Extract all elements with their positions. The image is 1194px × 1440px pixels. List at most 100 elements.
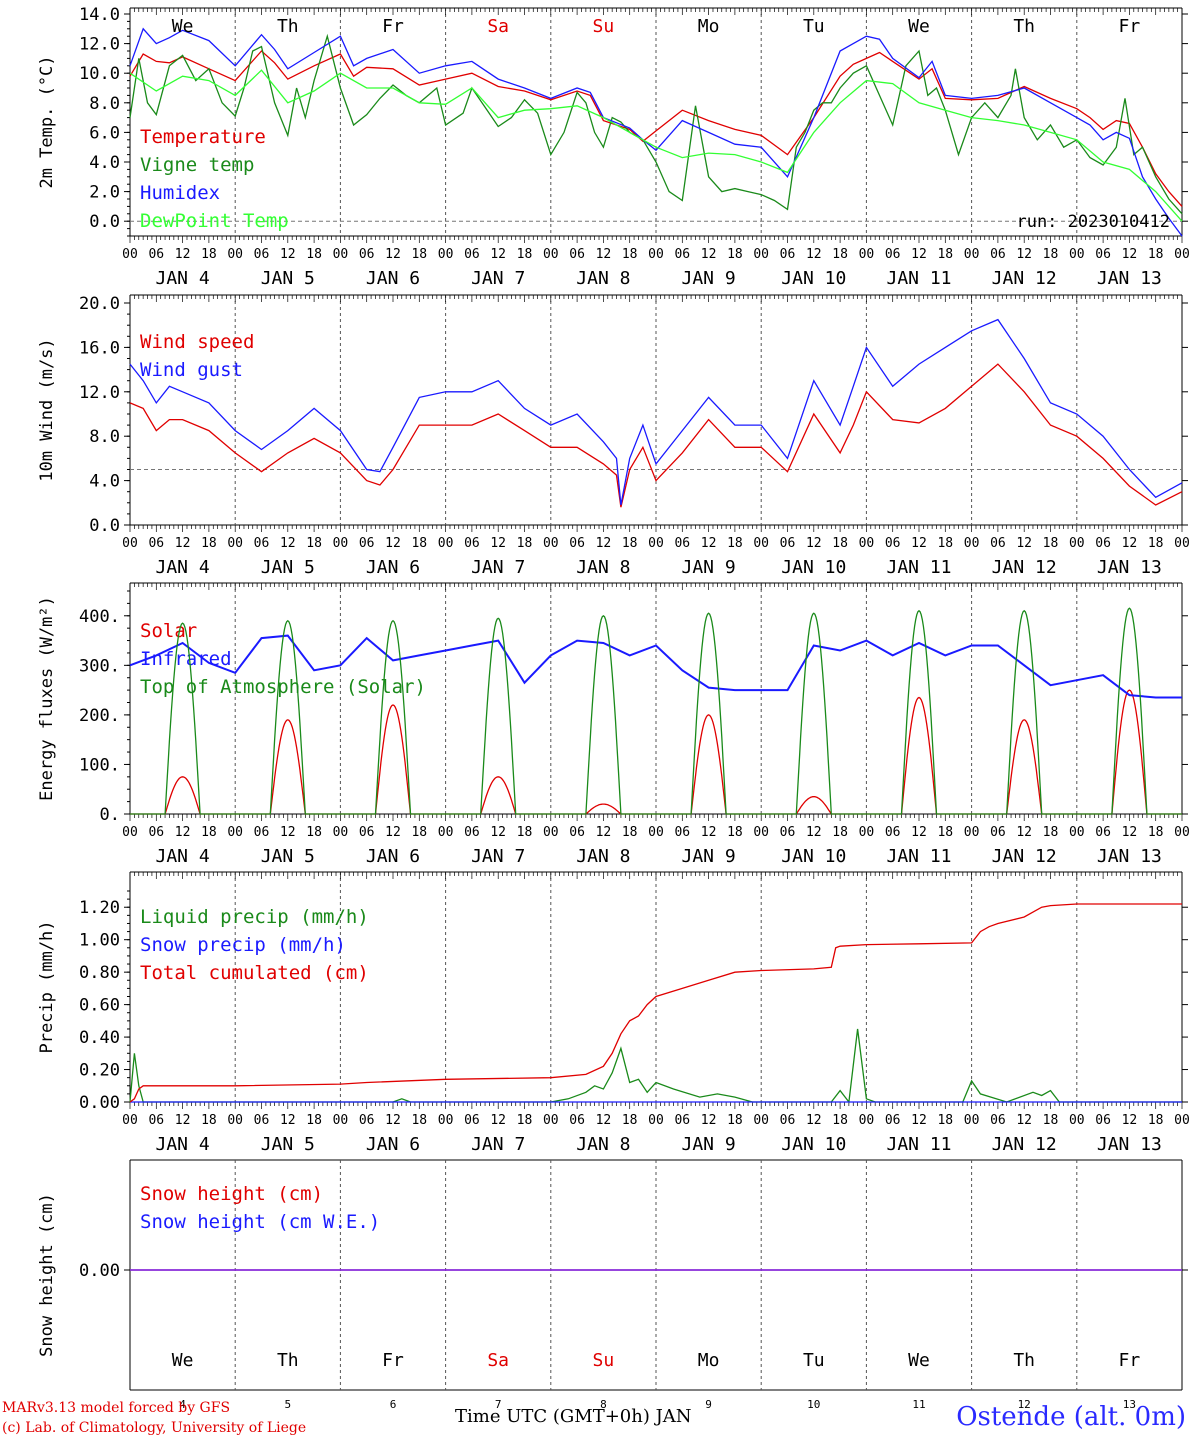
hour-label: 00 — [438, 1113, 454, 1128]
hour-label: 00 — [227, 247, 243, 262]
hour-label: 06 — [359, 247, 375, 262]
hour-label: 12 — [596, 536, 612, 551]
hour-label: 12 — [1016, 247, 1032, 262]
legend-entry: Vigne temp — [140, 154, 254, 176]
hour-label: 12 — [806, 536, 822, 551]
hour-label: 18 — [201, 536, 217, 551]
date-label: JAN 9 — [682, 1134, 736, 1155]
hour-label: 18 — [622, 536, 638, 551]
y-axis-title: Energy fluxes (W/m²) — [37, 596, 57, 801]
y-tick-label: 1.00 — [79, 931, 120, 951]
lab-credit: (c) Lab. of Climatology, University of L… — [2, 1420, 307, 1436]
hour-label: 12 — [911, 1113, 927, 1128]
weekday-label: Th — [1013, 16, 1035, 37]
y-tick-label: 0.0 — [89, 212, 120, 232]
hour-label: 06 — [1095, 1113, 1111, 1128]
series-line-1 — [129, 50, 1183, 207]
hour-label: 12 — [280, 247, 296, 262]
hour-label: 00 — [227, 1113, 243, 1128]
hour-label: 18 — [1043, 247, 1059, 262]
y-tick-label: 0.20 — [79, 1061, 120, 1081]
station-name: Ostende (alt. 0m) — [956, 1402, 1186, 1432]
y-tick-label: 4.0 — [89, 153, 120, 173]
date-label: JAN 7 — [471, 846, 525, 867]
hour-label: 06 — [885, 825, 901, 840]
date-label: JAN 10 — [781, 846, 846, 867]
hour-label: 06 — [569, 1113, 585, 1128]
hour-label: 06 — [254, 1113, 270, 1128]
hour-label: 00 — [122, 825, 138, 840]
weekday-label: We — [172, 1350, 194, 1371]
hour-label: 12 — [806, 825, 822, 840]
hour-label: 00 — [859, 1113, 875, 1128]
weekday-label: Tu — [803, 1350, 825, 1371]
weekday-label: We — [908, 1350, 930, 1371]
legend-entry: Snow height (cm) — [140, 1183, 323, 1205]
date-label: JAN 7 — [471, 1134, 525, 1155]
panel-2: 0.0 4.0 8.0 12.0 16.0 20.0 10m Wind (m/s) 00 06 1… — [37, 294, 1190, 578]
date-label: JAN 8 — [576, 557, 630, 578]
hour-label: 12 — [385, 247, 401, 262]
y-tick-label: 20.0 — [79, 294, 120, 314]
hour-label: 18 — [1148, 825, 1164, 840]
y-axis-title: 2m Temp. (°C) — [37, 55, 57, 188]
date-label: JAN 4 — [156, 268, 210, 289]
y-tick-label: 14.0 — [79, 5, 120, 25]
hour-label: 18 — [832, 1113, 848, 1128]
hour-label: 18 — [517, 1113, 533, 1128]
weekday-label: Sa — [487, 16, 509, 37]
hour-label: 18 — [937, 536, 953, 551]
hour-label: 12 — [911, 247, 927, 262]
hour-label: 18 — [517, 247, 533, 262]
series-line-3 — [130, 607, 1182, 815]
hour-label: 00 — [753, 825, 769, 840]
hour-label: 12 — [701, 1113, 717, 1128]
hour-label: 00 — [227, 536, 243, 551]
hour-label: 06 — [254, 825, 270, 840]
date-label: JAN 12 — [992, 268, 1057, 289]
hour-label: 12 — [490, 536, 506, 551]
hour-label: 12 — [175, 247, 191, 262]
date-label: JAN 12 — [992, 846, 1057, 867]
hour-label: 00 — [333, 1113, 349, 1128]
hour-label: 06 — [569, 247, 585, 262]
date-label: JAN 12 — [992, 1134, 1057, 1155]
y-tick-label: 0. — [100, 805, 120, 825]
date-label: JAN 7 — [471, 268, 525, 289]
y-tick-label: 0.40 — [79, 1028, 120, 1048]
y-tick-label: 0.0 — [89, 516, 120, 536]
hour-label: 00 — [333, 536, 349, 551]
series-line-3 — [129, 27, 1183, 237]
weekday-label: Su — [593, 16, 615, 37]
y-tick-label: 16.0 — [79, 338, 120, 358]
day-number-label: 4 — [179, 1398, 186, 1411]
date-label: JAN 6 — [366, 268, 420, 289]
day-number-label: 5 — [284, 1398, 291, 1411]
hour-label: 12 — [1122, 825, 1138, 840]
y-tick-label: 10.0 — [79, 64, 120, 84]
y-tick-label: 4.0 — [89, 472, 120, 492]
hour-label: 12 — [490, 825, 506, 840]
hour-label: 00 — [122, 247, 138, 262]
legend-entry: Wind speed — [140, 331, 254, 353]
y-tick-label: 6.0 — [89, 123, 120, 143]
weekday-label: Mo — [698, 1350, 720, 1371]
run-label: run: 2023010412 — [1016, 212, 1170, 232]
y-tick-label: 1.20 — [79, 898, 120, 918]
date-label: JAN 5 — [261, 846, 315, 867]
date-label: JAN 6 — [366, 557, 420, 578]
hour-label: 00 — [543, 825, 559, 840]
hour-label: 12 — [911, 825, 927, 840]
y-tick-label: 0.00 — [79, 1093, 120, 1113]
hour-label: 00 — [333, 247, 349, 262]
series-line-2 — [129, 634, 1182, 699]
hour-label: 12 — [1016, 825, 1032, 840]
hour-label: 18 — [622, 247, 638, 262]
hour-label: 18 — [937, 1113, 953, 1128]
hour-label: 00 — [438, 536, 454, 551]
hour-label: 18 — [411, 825, 427, 840]
hour-label: 12 — [1122, 1113, 1138, 1128]
hour-label: 00 — [543, 536, 559, 551]
hour-label: 12 — [806, 247, 822, 262]
